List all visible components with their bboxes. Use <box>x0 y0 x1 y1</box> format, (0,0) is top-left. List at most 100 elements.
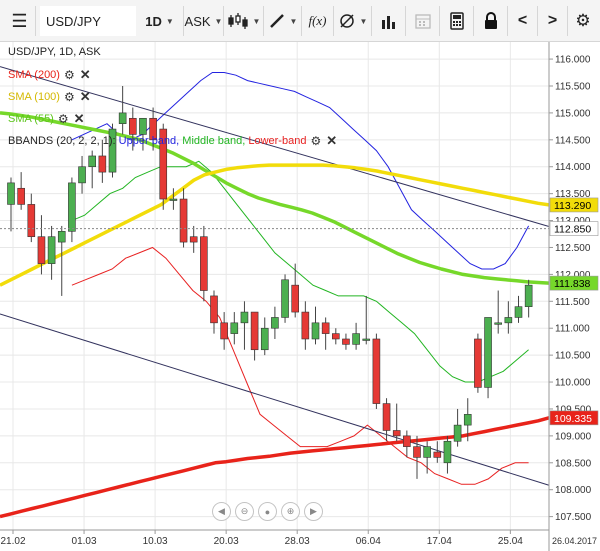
y-tick-label: 108.500 <box>555 458 592 469</box>
candle-body <box>362 338 371 341</box>
candle <box>98 139 107 183</box>
candle <box>403 430 411 458</box>
sma100-line <box>0 163 550 287</box>
scroll-back-button[interactable]: < <box>508 6 538 36</box>
price-label: 111.838 <box>549 275 599 291</box>
chevron-right-icon: > <box>547 12 558 29</box>
close-icon[interactable]: ✕ <box>79 67 91 82</box>
candle-body <box>7 182 15 205</box>
triangle-left-icon: ◀ <box>218 506 225 516</box>
chevron-down-icon: ▼ <box>252 16 261 26</box>
zoom-in-icon: ⊕ <box>286 506 295 516</box>
y-tick-label: 115.500 <box>555 81 591 92</box>
zoom-reset-button[interactable]: ● <box>258 502 277 521</box>
magnifier-icon: ● <box>264 506 271 517</box>
y-tick-label: 109.000 <box>555 431 592 442</box>
candle <box>108 123 117 178</box>
menu-button[interactable]: ☰ <box>4 6 36 36</box>
candle <box>382 398 391 442</box>
candle-body <box>250 311 259 351</box>
price-label-text: 112.850 <box>554 224 591 236</box>
chart-title-text: USD/JPY, 1D, ASK <box>8 46 101 58</box>
candle-body <box>474 338 482 388</box>
symbol-input[interactable] <box>40 6 136 36</box>
candle <box>189 225 198 253</box>
candle-body <box>169 198 178 201</box>
volume-button[interactable] <box>372 6 406 36</box>
price-type-label: ASK <box>184 13 211 29</box>
price-type-select[interactable]: ASK ▼ <box>184 6 224 36</box>
indicators-button[interactable]: f(x) <box>302 6 334 36</box>
candle <box>78 155 86 194</box>
candle <box>129 107 137 151</box>
gear-icon[interactable]: ⚙ <box>57 112 69 126</box>
legend-bbands: BBANDS (20, 2, 2, 1): Upper band, Middle… <box>8 133 337 149</box>
x-tick-label: 17.04 <box>427 536 452 547</box>
scroll-right-button[interactable]: ▶ <box>304 502 323 521</box>
candle <box>271 306 279 339</box>
close-icon[interactable]: ✕ <box>79 89 91 104</box>
close-icon[interactable]: ✕ <box>326 133 338 148</box>
price-chart[interactable]: 116.000 115.500 115.000 114.500 114.000 113.5… <box>0 42 600 551</box>
scroll-forward-button[interactable]: > <box>538 6 568 36</box>
gear-icon[interactable]: ⚙ <box>63 68 75 82</box>
chart-title: USD/JPY, 1D, ASK <box>8 46 101 58</box>
pencil-icon <box>269 14 284 28</box>
candle-body <box>47 236 56 264</box>
bar-chart-icon <box>381 16 395 29</box>
legend-bb-lower: Lower-band <box>248 135 307 147</box>
candle <box>443 435 452 474</box>
close-icon[interactable]: ✕ <box>73 111 85 126</box>
y-tick-label: 114.000 <box>555 162 591 173</box>
candle-body <box>413 446 421 458</box>
candle <box>413 435 421 479</box>
calculator-button[interactable] <box>440 6 474 36</box>
candle-body <box>210 295 218 324</box>
scroll-left-button[interactable]: ◀ <box>212 502 231 521</box>
candle <box>321 317 330 350</box>
candle <box>220 312 228 350</box>
candle-body <box>149 117 157 141</box>
candle <box>423 441 431 474</box>
y-tick-label: 108.000 <box>555 485 592 496</box>
candle <box>433 441 442 463</box>
hide-drawings-button[interactable]: ▼ <box>334 6 372 36</box>
candle <box>250 311 259 361</box>
candle-body <box>260 327 269 351</box>
calendar-button[interactable] <box>406 6 440 36</box>
candle-body <box>108 128 117 173</box>
settings-button[interactable]: ⚙ <box>568 6 598 36</box>
legend-bbands-prefix: BBANDS (20, 2, 2, 1): <box>8 135 116 147</box>
candle <box>291 263 300 318</box>
y-tick-label: 112.500 <box>555 243 591 254</box>
chart-type-button[interactable]: ▼ <box>224 6 264 36</box>
candle-body <box>27 204 36 238</box>
x-tick-label: 01.03 <box>72 536 97 547</box>
zoom-out-button[interactable]: ⊖ <box>235 502 254 521</box>
legend-sma55: SMA (55) ⚙ ✕ <box>8 111 85 127</box>
candle <box>27 193 36 243</box>
candle-body <box>57 231 66 243</box>
candle <box>342 333 350 350</box>
candle-body <box>291 284 300 313</box>
zoom-in-button[interactable]: ⊕ <box>281 502 300 521</box>
candle-body <box>240 311 249 324</box>
candle <box>200 225 208 302</box>
candle-body <box>78 166 86 184</box>
trend-lines <box>0 66 550 486</box>
gear-icon[interactable]: ⚙ <box>63 90 75 104</box>
price-label: 113.290 <box>549 197 599 213</box>
timeframe-select[interactable]: 1D ▼ <box>136 6 184 36</box>
x-tick-label: 10.03 <box>143 536 168 547</box>
candle-body <box>139 117 147 135</box>
lock-button[interactable] <box>474 6 508 36</box>
candle <box>230 312 239 345</box>
y-tick-label: 111.500 <box>555 297 590 308</box>
price-label-text: 113.290 <box>554 200 591 212</box>
draw-tool-button[interactable]: ▼ <box>264 6 302 36</box>
plot-area <box>0 42 549 530</box>
gear-icon[interactable]: ⚙ <box>310 134 322 148</box>
grid <box>0 42 549 530</box>
candle <box>504 301 513 334</box>
zoom-out-icon: ⊖ <box>240 506 249 516</box>
